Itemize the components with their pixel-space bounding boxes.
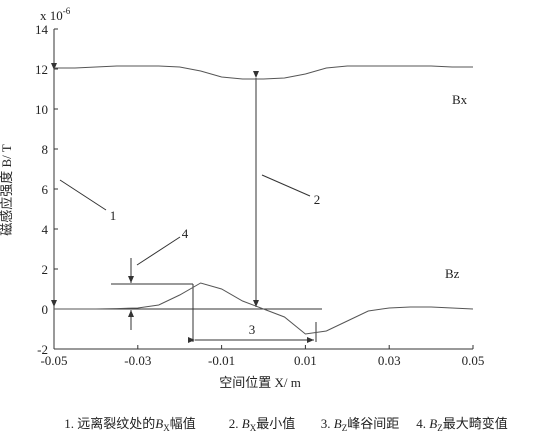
caption: 3. BZ峰谷间距: [321, 416, 399, 433]
caption-text: 最大畸变值: [443, 416, 508, 431]
series-label: Bx: [452, 92, 468, 107]
annotation: 1: [110, 208, 117, 223]
caption-var: B: [429, 416, 437, 431]
multiplier: x 10-6: [40, 6, 71, 23]
series-label: Bz: [445, 266, 460, 281]
caption-text: 最小值: [256, 416, 295, 431]
caption-var: B: [155, 416, 163, 431]
y-tick-label: -2: [37, 342, 48, 357]
caption: 2. BX最小值: [229, 416, 295, 433]
multiplier-exp: -6: [63, 6, 71, 16]
x-tick-label: 0.03: [378, 353, 401, 368]
y-tick-label: 4: [42, 222, 49, 237]
y-tick-label: 14: [35, 22, 49, 37]
annotation-lines: [51, 63, 322, 343]
caption-sub: X: [250, 423, 257, 433]
caption: 1. 远离裂纹处的BX幅值: [64, 416, 195, 433]
annotation: 2: [314, 192, 321, 207]
y-tick-label: 0: [42, 302, 49, 317]
caption-sub: Z: [437, 423, 443, 433]
x-tick-label: -0.03: [124, 353, 151, 368]
x-tick-label: -0.01: [208, 353, 235, 368]
caption-sub: X: [163, 423, 170, 433]
y-tick-label: 10: [35, 102, 48, 117]
caption-var: B: [334, 416, 342, 431]
annotation: 3: [249, 322, 256, 337]
leader-4: [136, 236, 181, 266]
caption-text: 2.: [229, 416, 242, 431]
x-axis-label: 空间位置 X/ m: [219, 375, 301, 390]
x-tick-label: 0.05: [462, 353, 485, 368]
caption-text: 幅值: [170, 416, 196, 431]
x-tick-label: 0.01: [294, 353, 317, 368]
y-tick-label: 8: [42, 142, 49, 157]
caption-var: B: [242, 416, 250, 431]
series-line: [54, 282, 474, 335]
leader-2: [261, 174, 311, 197]
caption-text: 3.: [321, 416, 334, 431]
caption: 4. BZ最大畸变值: [416, 416, 507, 433]
caption-text: 4.: [416, 416, 429, 431]
x-tick-label: -0.05: [40, 353, 67, 368]
y-tick-label: 6: [42, 182, 49, 197]
leader-1: [59, 179, 107, 211]
y-axis-label: 磁感应强度 B/ T: [0, 144, 14, 236]
y-tick-label: 2: [42, 262, 49, 277]
caption-text: 峰谷间距: [347, 416, 399, 431]
series-line: [54, 65, 473, 80]
caption-text: 1. 远离裂纹处的: [64, 416, 155, 431]
multiplier-base: x 10: [40, 8, 63, 23]
caption-sub: Z: [342, 423, 348, 433]
y-tick-label: 12: [35, 62, 48, 77]
annotation: 4: [182, 226, 189, 241]
